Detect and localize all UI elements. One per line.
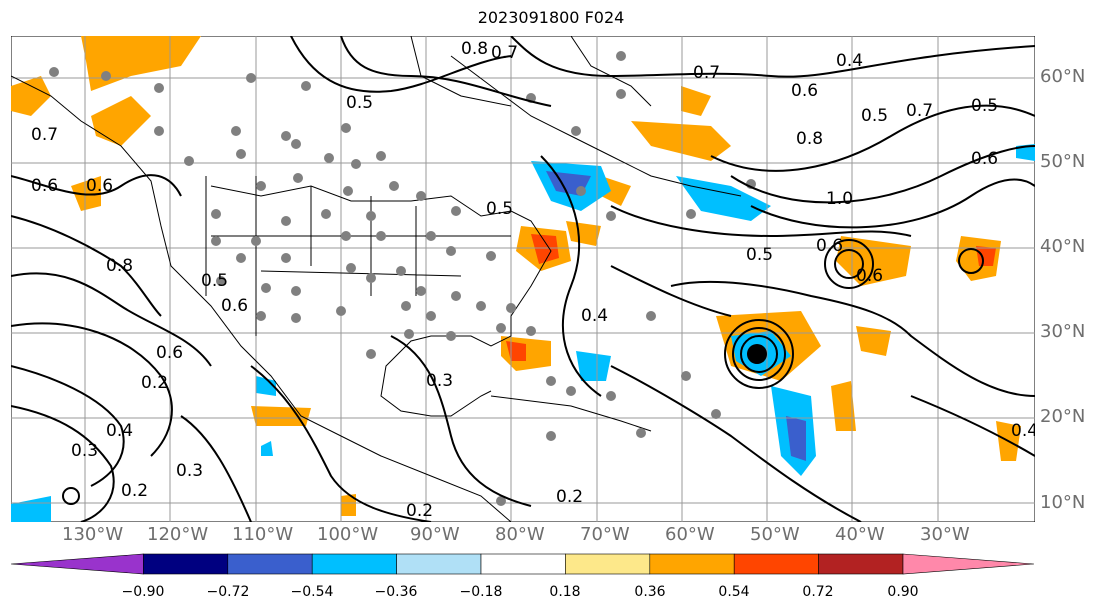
lon-label: 50°W [750,524,800,545]
lat-label: 30°N [1040,321,1086,342]
contour-label: 0.5 [346,93,373,113]
contour-label: 0.8 [461,39,488,59]
contour-label: 0.6 [856,266,883,286]
contour-label: 0.7 [693,63,720,83]
contour-label: 0.5 [861,106,888,126]
colorbar-tick: 0.54 [718,584,750,600]
colorbar-extend-low [10,553,144,575]
contour-label: 0.4 [106,421,133,441]
contour-label: 0.6 [816,236,843,256]
lon-label: 30°W [920,524,970,545]
contour-label: 0.4 [1011,421,1035,441]
contour-label: 0.4 [836,51,863,71]
contour-label: 0.5 [486,199,513,219]
colorbar-segments [10,553,1035,575]
contour-label: 0.7 [906,101,933,121]
contour-label: 0.2 [556,487,583,507]
contour-label: 0.6 [31,176,58,196]
colorbar [10,553,1035,575]
contour-label: 0.5 [971,96,998,116]
contour-label: 0.6 [86,176,113,196]
colorbar-segment [733,553,819,575]
contour-label: 0.3 [426,371,453,391]
station-dots [49,51,756,506]
contour-label: 0.5 [201,271,228,291]
lon-label: 130°W [62,524,124,545]
contour-label: 0.8 [106,256,133,276]
colorbar-segment [649,553,735,575]
colorbar-segment [396,553,482,575]
contour-label: 0.2 [121,481,148,501]
colorbar-segment [227,553,313,575]
lat-label: 50°N [1040,151,1086,172]
lat-label: 60°N [1040,66,1086,87]
contour-label: 0.3 [71,441,98,461]
colorbar-segment [311,553,397,575]
colorbar-tick: −0.72 [206,584,250,600]
map-title: 2023091800 F024 [477,8,625,27]
colorbar-extend-high [902,553,1035,575]
colorbar-tick: 0.18 [549,584,581,600]
coastlines [11,36,742,522]
lon-label: 80°W [495,524,545,545]
lat-label: 40°N [1040,236,1086,257]
colorbar-tick: 0.90 [887,584,919,600]
contour-label: 0.4 [581,306,608,326]
contour-lines [11,36,1035,522]
contour-label: 0.8 [796,129,823,149]
contour-label-group: 0.5 0.7 0.6 0.8 0.5 0.7 0.5 0.6 0.6 1.0 … [31,39,1035,521]
contour-label: 0.6 [221,296,248,316]
contour-label: 0.6 [791,81,818,101]
lon-label: 40°W [835,524,885,545]
colorbar-tick: 0.72 [802,584,834,600]
contour-label: 0.2 [406,501,433,521]
contour-label: 0.7 [491,43,518,63]
colorbar-segment [480,553,566,575]
colorbar-tick: −0.36 [374,584,418,600]
lat-label: 10°N [1040,492,1086,513]
contour-label: 0.6 [971,149,998,169]
colorbar-segment [565,553,651,575]
contour-label: 0.5 [746,245,773,265]
colorbar-tick: −0.18 [459,584,503,600]
colorbar-tick: −0.54 [290,584,334,600]
contour-label: 0.3 [176,461,203,481]
colorbar-segment [143,553,229,575]
contour-label: 0.2 [141,373,168,393]
lon-label: 90°W [410,524,460,545]
lon-label: 70°W [580,524,630,545]
lon-label: 60°W [665,524,715,545]
lon-label: 120°W [147,524,209,545]
lat-label: 20°N [1040,406,1086,427]
contour-label: 0.7 [31,125,58,145]
synoptic-map: 0.5 0.7 0.6 0.8 0.5 0.7 0.5 0.6 0.6 1.0 … [11,36,1035,522]
colorbar-tick: −0.90 [121,584,165,600]
lon-label: 100°W [317,524,379,545]
lon-label: 110°W [232,524,294,545]
contour-label: 1.0 [826,189,853,209]
colorbar-segment [818,553,904,575]
contour-label: 0.6 [156,343,183,363]
colorbar-tick: 0.36 [634,584,666,600]
